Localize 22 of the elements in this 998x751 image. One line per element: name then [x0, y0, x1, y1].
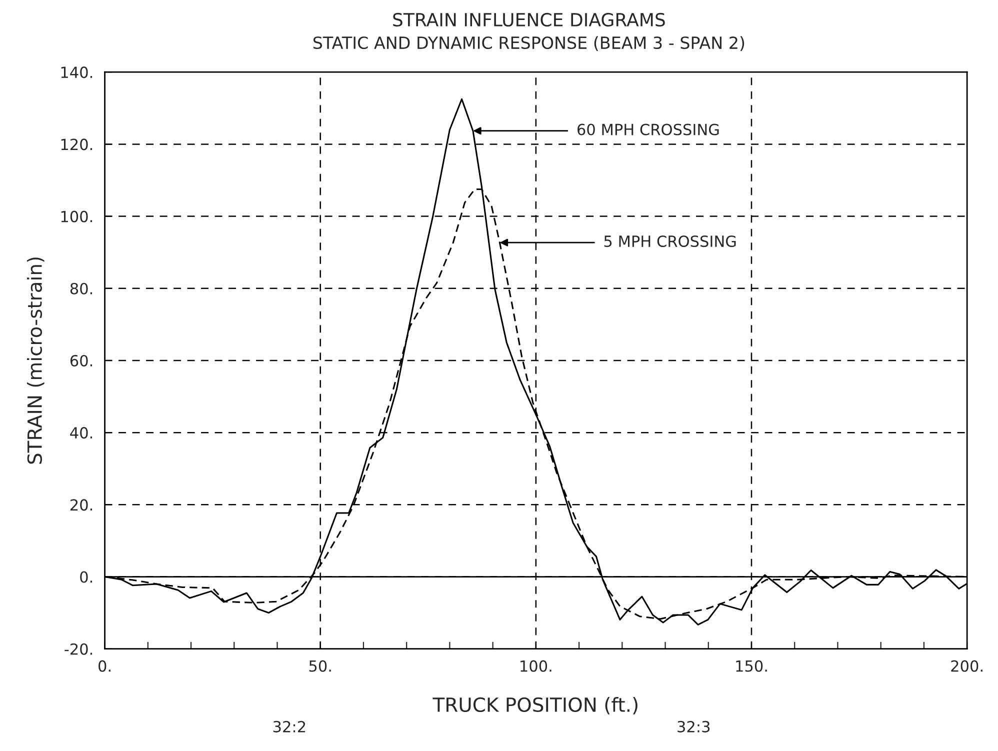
y-tick-label: 40.: [70, 427, 92, 439]
y-tick-label: 100.: [61, 210, 92, 222]
x-tick-label: 200.: [951, 660, 982, 672]
x-tick-label: 0.: [98, 660, 110, 672]
x-tick-label: 50.: [309, 660, 331, 672]
text: 32:2: [273, 720, 306, 732]
y-tick-label: -20.: [64, 643, 92, 655]
x-tick-label: 150.: [736, 660, 767, 672]
x-axis-title: TRUCK POSITION (ft.): [432, 696, 638, 714]
text: 32:3: [678, 720, 710, 732]
annotation: 5 MPH CROSSING: [604, 235, 736, 248]
annotation: 60 MPH CROSSING: [578, 124, 719, 136]
y-tick-label: 80.: [70, 282, 92, 294]
y-axis-title: STRAIN (micro-strain): [26, 258, 44, 464]
y-tick-label: 120.: [61, 138, 92, 150]
y-tick-label: 0.: [80, 571, 92, 583]
chart-title: STRAIN INFLUENCE DIAGRAMS: [393, 12, 665, 27]
x-tick-label: 100.: [520, 660, 552, 672]
y-tick-label: 60.: [70, 354, 92, 366]
y-tick-label: 140.: [61, 66, 92, 78]
y-tick-label: 20.: [70, 499, 92, 511]
chart-subtitle: STATIC AND DYNAMIC RESPONSE (BEAM 3 - SPAN 2): [313, 36, 744, 52]
